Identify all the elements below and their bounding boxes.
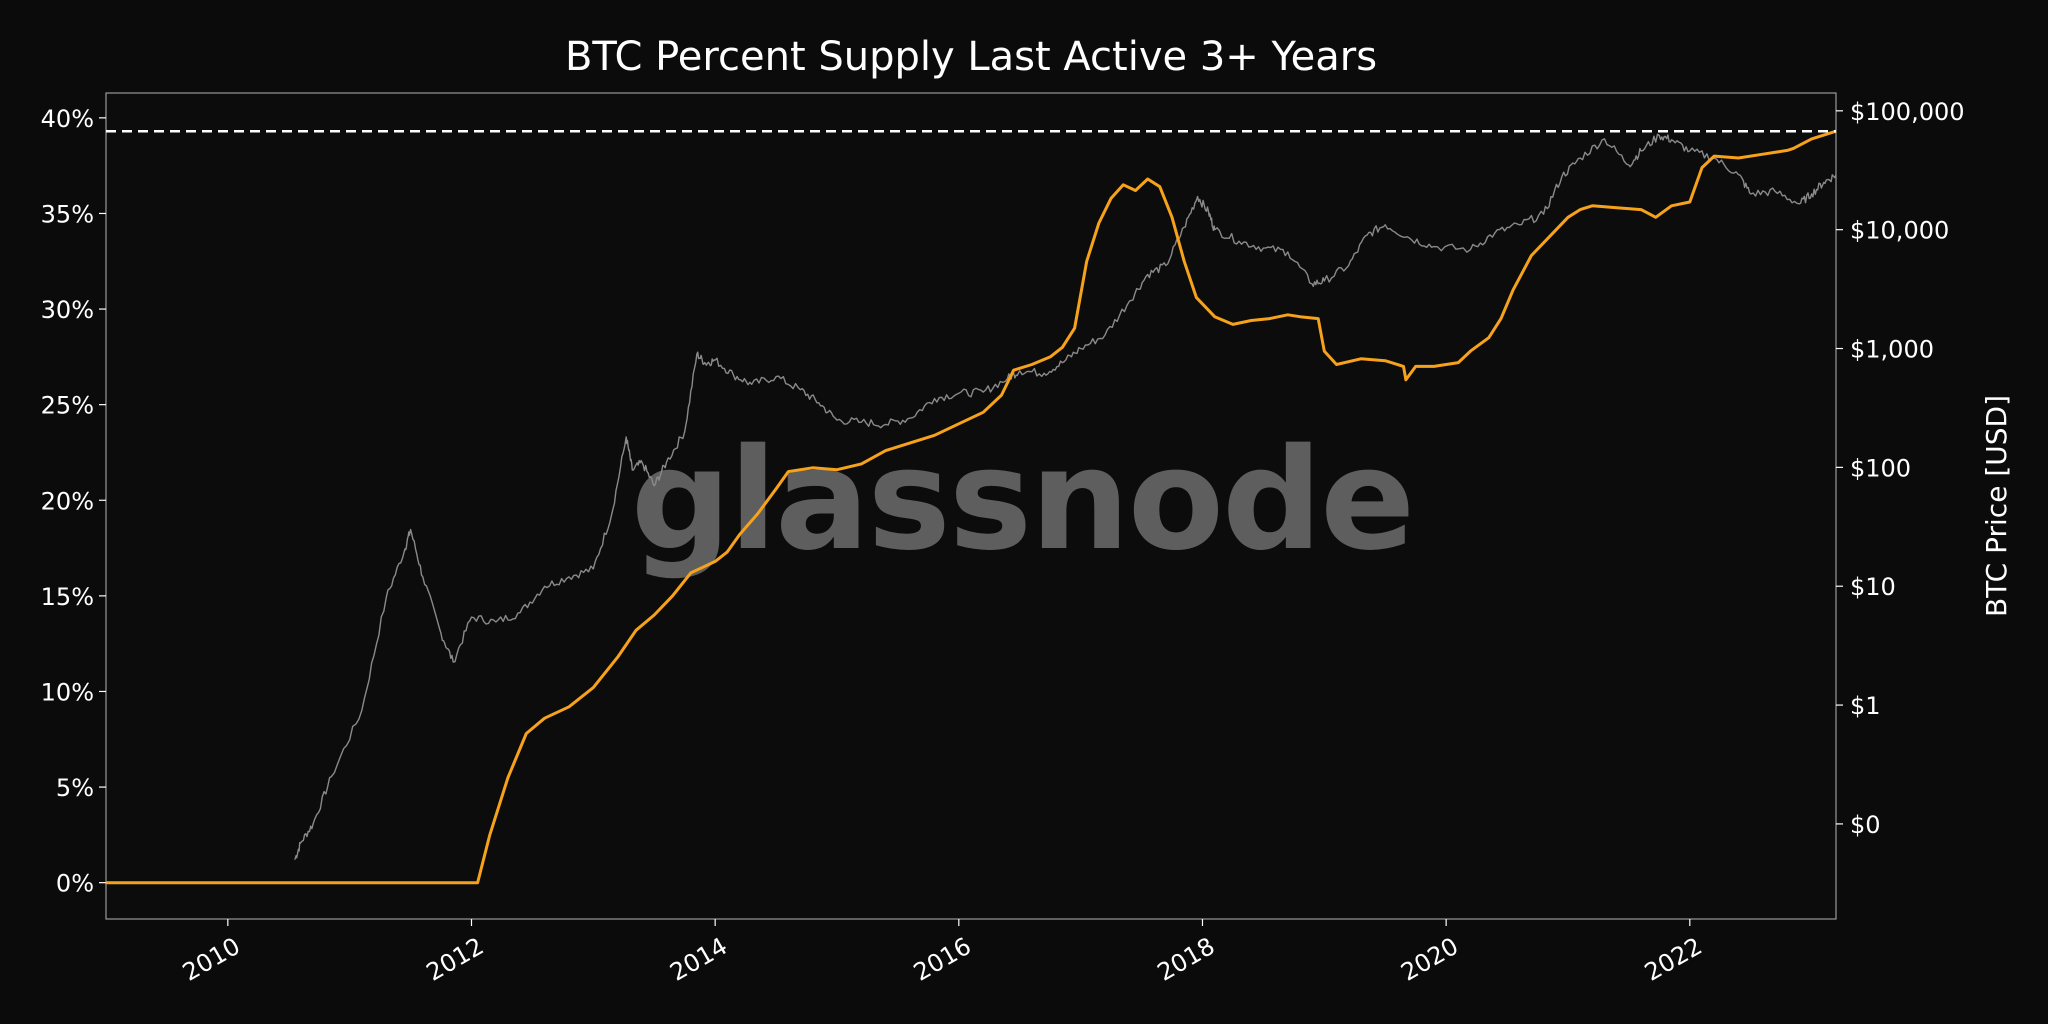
right-tick-label: $10,000 [1850,217,1949,245]
right-tick-label: $10 [1850,573,1896,601]
watermark: glassnode [631,419,1413,582]
left-tick-label: 30% [41,296,94,324]
chart-title: BTC Percent Supply Last Active 3+ Years [565,34,1377,80]
price-series-line [294,133,1837,860]
price-layer [294,133,1837,860]
left-tick-label: 35% [41,200,94,228]
right-tick-label: $1 [1850,692,1881,720]
right-tick-label: $100,000 [1850,98,1965,126]
left-tick-label: 0% [56,870,94,898]
left-tick-label: 5% [56,774,94,802]
left-tick-label: 20% [41,487,94,515]
left-tick-label: 25% [41,392,94,420]
right-tick-label: $1,000 [1850,336,1934,364]
supply-layer [106,129,1837,885]
left-tick-label: 10% [41,678,94,706]
left-tick-label: 40% [41,105,94,133]
right-tick-label: $100 [1850,454,1911,482]
right-axis: $0 $1 $10 $100 $1,000 $10,000 $100,000 [1836,98,1965,839]
plot-area [105,92,1837,920]
supply-series-line [106,129,1837,885]
right-tick-label: $0 [1850,811,1881,839]
left-axis: 0% 5% 10% 15% 20% 25% 30% 35% 40% [41,105,106,898]
left-tick-label: 15% [41,583,94,611]
right-axis-label: BTC Price [USD] [1980,395,2013,617]
